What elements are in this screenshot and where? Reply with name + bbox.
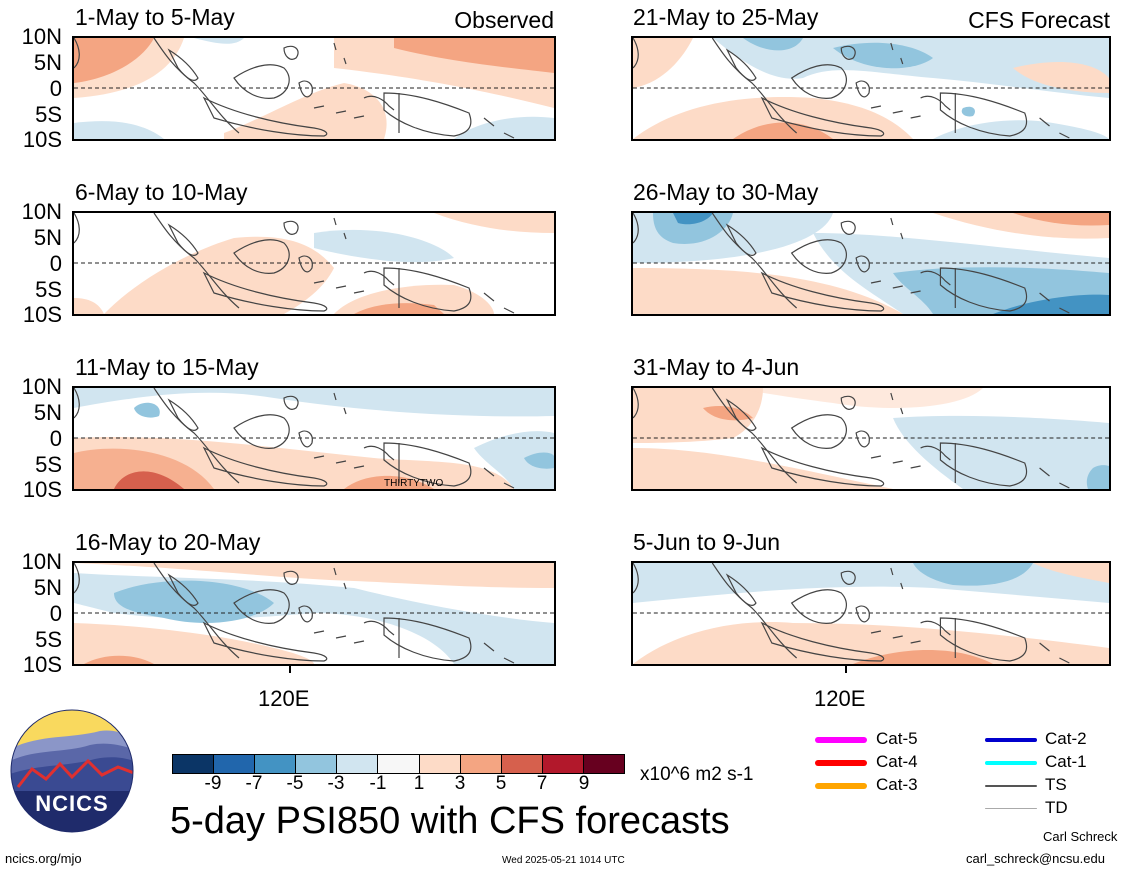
map-panel-4	[72, 561, 556, 666]
map-panel-3: THIRTYTWO	[72, 386, 556, 491]
coastline-overlay	[633, 213, 1109, 314]
colorbar-swatch	[337, 755, 379, 773]
footer-timestamp: Wed 2025-05-21 1014 UTC	[502, 855, 625, 866]
cfs-forecast-label: CFS Forecast	[968, 7, 1110, 33]
colorbar-label: 9	[578, 773, 590, 794]
footer-email[interactable]: carl_schreck@ncsu.edu	[966, 851, 1105, 866]
colorbar-label: -7	[245, 773, 263, 794]
colorbar-units: x10^6 m2 s-1	[640, 764, 754, 785]
coastline-overlay	[74, 38, 554, 139]
tick-120e-left	[289, 666, 291, 673]
colorbar-swatch	[419, 755, 461, 773]
lon-label-right: 120E	[814, 686, 866, 711]
legend-label-cat1: Cat-1	[1045, 752, 1087, 771]
colorbar-swatch	[255, 755, 297, 773]
map-panel-8	[631, 561, 1111, 666]
colorbar-label: 5	[495, 773, 507, 794]
legend-line-cat4	[815, 760, 867, 766]
observed-label: Observed	[454, 7, 554, 33]
colorbar-swatch	[460, 755, 502, 773]
tick-120e-right	[845, 666, 847, 673]
lon-label-left: 120E	[258, 686, 310, 711]
colorbar-label: -9	[204, 773, 222, 794]
legend-line-ts	[985, 785, 1037, 787]
panel-title-4: 16-May to 20-May	[75, 529, 261, 555]
footer-author: Carl Schreck	[1043, 829, 1118, 844]
colorbar-label: -5	[286, 773, 304, 794]
colorbar-label: 1	[413, 773, 425, 794]
colorbar-label: -3	[327, 773, 345, 794]
legend-label-cat3: Cat-3	[876, 775, 918, 794]
map-panel-7	[631, 386, 1111, 491]
colorbar-swatch	[583, 755, 625, 773]
colorbar-swatch	[378, 755, 420, 773]
legend-line-cat3	[815, 783, 867, 789]
legend-label-cat2: Cat-2	[1045, 729, 1087, 748]
coastline-overlay	[74, 213, 554, 314]
panel-title-5: 21-May to 25-May	[633, 4, 819, 30]
legend-line-cat5	[815, 737, 867, 743]
panel-title-1: 1-May to 5-May	[75, 4, 235, 30]
legend-label-ts: TS	[1045, 775, 1067, 794]
legend-line-cat1	[985, 761, 1037, 765]
legend-line-td	[985, 808, 1037, 809]
map-panel-5	[631, 36, 1111, 141]
colorbar-swatch	[542, 755, 584, 773]
legend-label-cat4: Cat-4	[876, 752, 918, 771]
colorbar-swatch	[173, 755, 215, 773]
footer-url[interactable]: ncics.org/mjo	[5, 851, 82, 866]
map-panel-1	[72, 36, 556, 141]
coastline-overlay	[633, 38, 1109, 139]
panel-title-3: 11-May to 15-May	[75, 354, 259, 380]
legend-label-td: TD	[1045, 798, 1068, 817]
colorbar-swatch	[296, 755, 338, 773]
panel-title-7: 31-May to 4-Jun	[633, 354, 800, 380]
colorbar-swatch	[501, 755, 543, 773]
ncics-logo: NCICS	[10, 709, 134, 833]
panel-title-6: 26-May to 30-May	[633, 179, 819, 205]
coastline-overlay	[633, 388, 1109, 489]
logo-text: NCICS	[35, 791, 109, 816]
map-panel-2	[72, 211, 556, 316]
coastline-overlay	[74, 563, 554, 664]
main-title: 5-day PSI850 with CFS forecasts	[170, 800, 730, 842]
colorbar-swatch	[214, 755, 256, 773]
panel-title-8: 5-Jun to 9-Jun	[633, 529, 781, 555]
colorbar	[172, 754, 625, 774]
colorbar-label: 7	[536, 773, 548, 794]
legend-line-cat2	[985, 738, 1037, 742]
legend-label-cat5: Cat-5	[876, 729, 918, 748]
coastline-overlay	[74, 388, 554, 489]
colorbar-label: 3	[454, 773, 466, 794]
coastline-overlay	[633, 563, 1109, 664]
map-panel-6	[631, 211, 1111, 316]
colorbar-label: -1	[369, 773, 387, 794]
storm-label: THIRTYTWO	[384, 478, 444, 489]
panel-title-2: 6-May to 10-May	[75, 179, 248, 205]
